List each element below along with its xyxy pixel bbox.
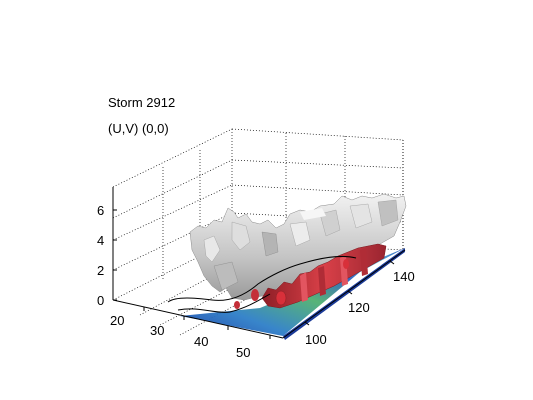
z-tick-4: 4	[97, 233, 104, 248]
cloud-isosurface	[189, 193, 407, 301]
contour-lines	[167, 255, 357, 313]
axes-box	[112, 187, 406, 339]
core-isosurface	[234, 243, 387, 309]
z-tick-0: 0	[97, 293, 104, 308]
z-tick-6: 6	[97, 203, 104, 218]
y-tick-40: 40	[194, 334, 208, 349]
x-tick-140: 140	[393, 269, 415, 284]
y-tick-20: 20	[110, 313, 124, 328]
x-tick-120: 120	[348, 300, 370, 315]
y-tick-50: 50	[236, 345, 250, 360]
plot-subtitle: (U,V) (0,0)	[108, 121, 169, 136]
z-tick-2: 2	[97, 263, 104, 278]
x-tick-100: 100	[305, 332, 327, 347]
y-tick-30: 30	[150, 323, 164, 338]
plot-title: Storm 2912	[108, 95, 176, 110]
floor-slice	[180, 248, 405, 336]
